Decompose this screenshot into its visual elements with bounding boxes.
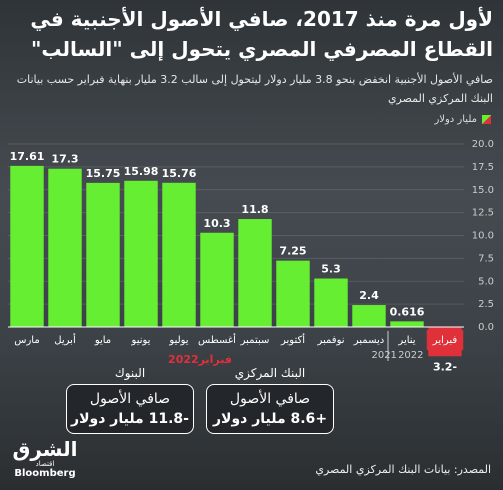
y-tick-label: 17.5 [472,162,494,173]
logo-brand: Bloomberg [14,468,76,479]
value-label: 11.8 [241,203,268,216]
bar [48,168,82,327]
y-tick-label: 10.0 [472,231,494,242]
annotation: فبراير2022 [168,353,232,366]
x-tick-label: نوفمبر [316,335,344,346]
bar [10,165,44,327]
panel-value: -11.8 مليار دولار [71,411,189,427]
panel-line: صافي الأصول [89,391,171,407]
y-tick-label: 2.5 [478,299,494,310]
x-tick-label: فبراير [432,335,458,346]
value-label: 0.616 [390,305,425,318]
subtitle: صافي الأصول الأجنبية انخفض بنحو 3.8 مليا… [16,73,493,105]
panel-head: البنوك [114,366,146,380]
value-label: 5.3 [321,263,341,276]
x-tick-label: سبتمبر [240,335,270,346]
value-label: 2.4 [359,289,379,302]
bar [428,327,462,357]
annotation: 2022 [398,350,423,361]
value-label: 15.75 [86,167,121,180]
x-tick-label: مارس [14,335,39,346]
value-label: 17.61 [10,150,45,163]
bar [314,278,348,327]
panel-head: البنك المركزي [234,366,306,380]
y-tick-label: 7.5 [478,253,494,264]
value-label: 15.98 [124,165,159,178]
value-label: 3.2- [433,360,457,373]
panel-box: صافي الأصول -11.8 مليار دولار [66,384,194,434]
bar [162,182,196,327]
value-label: 10.3 [203,217,230,230]
bar [86,182,120,327]
source: المصدر: بيانات البنك المركزي المصري [315,463,491,476]
value-label: 15.76 [162,167,197,180]
legend-swatch [482,114,491,124]
bar [200,232,234,327]
x-tick-label: أكتوبر [280,333,305,346]
x-tick-label: أبريل [54,333,76,346]
x-tick-label: يونيو [131,335,151,346]
bar [124,180,158,327]
title: لأول مرة منذ 2017، صافي الأصول الأجنبية … [30,7,493,61]
panel: البنوك صافي الأصول -11.8 مليار دولار [66,366,194,434]
bar [390,321,424,327]
panel-line: صافي الأصول [229,391,311,407]
logo-sub: اقتصاد [35,460,55,468]
y-tick-label: 12.5 [472,208,494,219]
bar [238,219,272,327]
x-tick-label: مايو [94,335,111,346]
y-tick-label: 20.0 [472,139,494,150]
annotation: 2021 [371,350,396,361]
x-tick-label: ديسمبر [353,335,384,346]
x-tick-label: أغسطس [198,333,236,346]
y-tick-label: 0.0 [478,322,494,333]
value-label: 7.25 [279,245,306,258]
panel: البنك المركزي صافي الأصول +8.6 مليار دول… [206,366,334,434]
logo-name: الشرق [12,437,78,461]
bar [352,305,386,327]
bar [276,260,310,327]
logo: الشرق اقتصاد Bloomberg [10,438,80,480]
legend: مليار دولار [434,114,491,125]
legend-label: مليار دولار [434,114,477,125]
y-tick-label: 15.0 [472,185,494,196]
x-tick-label: يناير [397,335,415,346]
panel-value: +8.6 مليار دولار [212,411,328,427]
panel-box: صافي الأصول +8.6 مليار دولار [206,384,334,434]
x-tick-label: يوليو [168,335,188,346]
y-tick-label: 5.0 [478,276,494,287]
value-label: 17.3 [51,153,78,166]
